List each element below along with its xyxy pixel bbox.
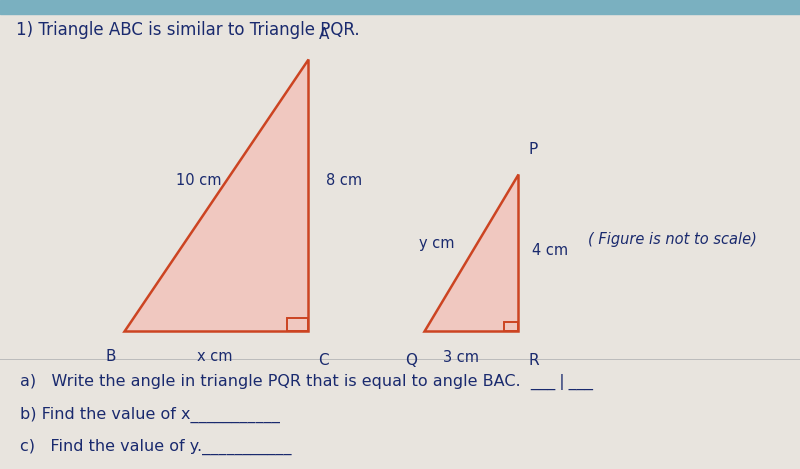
Text: 1) Triangle ABC is similar to Triangle PQR.: 1) Triangle ABC is similar to Triangle P…	[16, 21, 360, 39]
Text: 10 cm: 10 cm	[176, 173, 221, 188]
Text: 8 cm: 8 cm	[326, 173, 362, 188]
Text: B: B	[105, 349, 116, 364]
Polygon shape	[424, 174, 518, 331]
Text: ( Figure is not to scale): ( Figure is not to scale)	[588, 232, 757, 247]
Text: 4 cm: 4 cm	[532, 243, 568, 258]
Bar	[0, 0, 800, 14]
Text: x cm: x cm	[197, 349, 232, 364]
Text: R: R	[528, 353, 538, 368]
Text: b) Find the value of x___________: b) Find the value of x___________	[20, 407, 280, 423]
Text: P: P	[528, 142, 538, 157]
Text: y cm: y cm	[419, 236, 454, 251]
Text: Q: Q	[405, 353, 418, 368]
Bar	[287, 318, 308, 331]
Text: A: A	[318, 27, 329, 42]
Text: 3 cm: 3 cm	[443, 350, 478, 365]
Text: a)   Write the angle in triangle PQR that is equal to angle BAC.  ___❘___: a) Write the angle in triangle PQR that …	[20, 374, 593, 390]
Bar	[504, 322, 518, 331]
Polygon shape	[124, 59, 308, 331]
Text: c)   Find the value of y.___________: c) Find the value of y.___________	[20, 439, 291, 454]
Text: C: C	[318, 353, 329, 368]
